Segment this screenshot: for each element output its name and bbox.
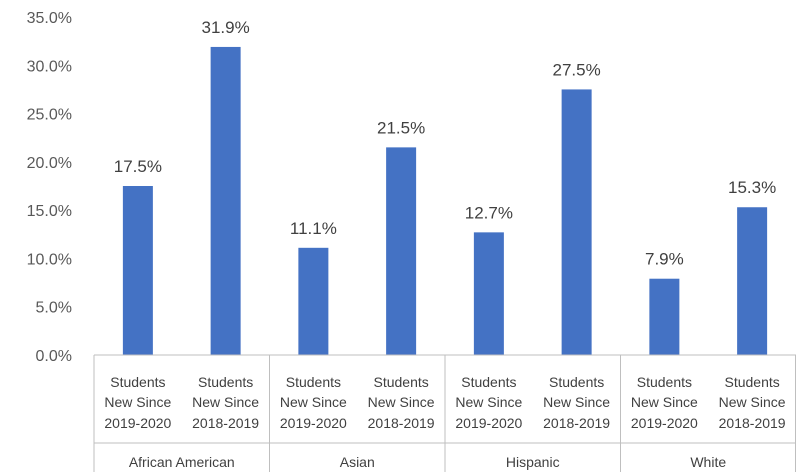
category-label-line: Students: [110, 374, 165, 390]
data-label: 7.9%: [645, 250, 684, 269]
data-label: 31.9%: [202, 18, 250, 37]
y-tick-label: 0.0%: [36, 348, 72, 365]
y-tick-label: 30.0%: [27, 58, 72, 75]
category-label-line: 2018-2019: [543, 415, 610, 431]
category-label-line: 2018-2019: [192, 415, 259, 431]
data-label: 11.1%: [290, 219, 337, 238]
category-label-line: 2018-2019: [719, 415, 786, 431]
data-label: 21.5%: [377, 118, 425, 137]
category-label-line: Students: [461, 374, 516, 390]
category-label-line: New Since: [280, 394, 347, 410]
y-tick-label: 5.0%: [36, 300, 72, 317]
category-label-line: 2019-2020: [631, 415, 698, 431]
y-tick-label: 10.0%: [27, 251, 72, 268]
category-label: Students New Since 2019-2020: [631, 374, 698, 431]
bar: [561, 89, 592, 355]
bar: [649, 278, 680, 355]
category-label-line: New Since: [543, 394, 610, 410]
y-tick-label: 20.0%: [27, 155, 72, 172]
category-label: Students New Since 2019-2020: [455, 374, 522, 431]
category-label: Students New Since 2018-2019: [368, 374, 435, 431]
bar: [473, 232, 504, 355]
bar: [298, 247, 329, 355]
category-label-line: 2019-2020: [280, 415, 347, 431]
category-label-line: 2018-2019: [368, 415, 435, 431]
bars: [122, 46, 768, 356]
category-label-line: Students: [286, 374, 341, 390]
category-label-line: New Since: [631, 394, 698, 410]
category-label: Students New Since 2018-2019: [719, 374, 786, 431]
category-label-line: Students: [724, 374, 779, 390]
bar: [737, 207, 768, 355]
category-label-line: Students: [549, 374, 604, 390]
y-tick-label: 35.0%: [27, 10, 72, 27]
category-label-line: New Since: [368, 394, 435, 410]
y-axis: 0.0% 5.0% 10.0% 15.0% 20.0% 25.0% 30.0% 35.0%: [27, 10, 72, 365]
y-tick-label: 15.0%: [27, 203, 72, 220]
x-axis: Students New Since 2019-2020 Students New Si…: [93, 354, 796, 472]
category-label-line: Students: [373, 374, 428, 390]
bar: [122, 186, 153, 355]
data-labels: 17.5% 31.9% 11.1% 21.5% 12.7% 27.5% 7.9% 15.3%: [114, 18, 776, 269]
category-label: Students New Since 2019-2020: [280, 374, 347, 431]
data-label: 17.5%: [114, 157, 162, 176]
category-label-line: 2019-2020: [455, 415, 522, 431]
bar: [210, 46, 241, 356]
category-label: Students New Since 2018-2019: [543, 374, 610, 431]
category-label-line: Students: [198, 374, 253, 390]
category-label-line: New Since: [719, 394, 786, 410]
data-label: 15.3%: [728, 178, 776, 197]
group-label: African American: [129, 454, 235, 470]
group-label: Hispanic: [506, 454, 560, 470]
category-label-line: New Since: [192, 394, 259, 410]
group-label: White: [690, 454, 726, 470]
category-label: Students New Since 2019-2020: [104, 374, 171, 431]
group-label: Asian: [340, 454, 375, 470]
data-label: 12.7%: [465, 203, 513, 222]
category-label-line: New Since: [455, 394, 522, 410]
bar: [386, 147, 417, 355]
category-label-line: New Since: [104, 394, 171, 410]
category-label-line: Students: [637, 374, 692, 390]
category-label: Students New Since 2018-2019: [192, 374, 259, 431]
category-label-line: 2019-2020: [104, 415, 171, 431]
data-label: 27.5%: [553, 60, 601, 79]
y-tick-label: 25.0%: [27, 107, 72, 124]
